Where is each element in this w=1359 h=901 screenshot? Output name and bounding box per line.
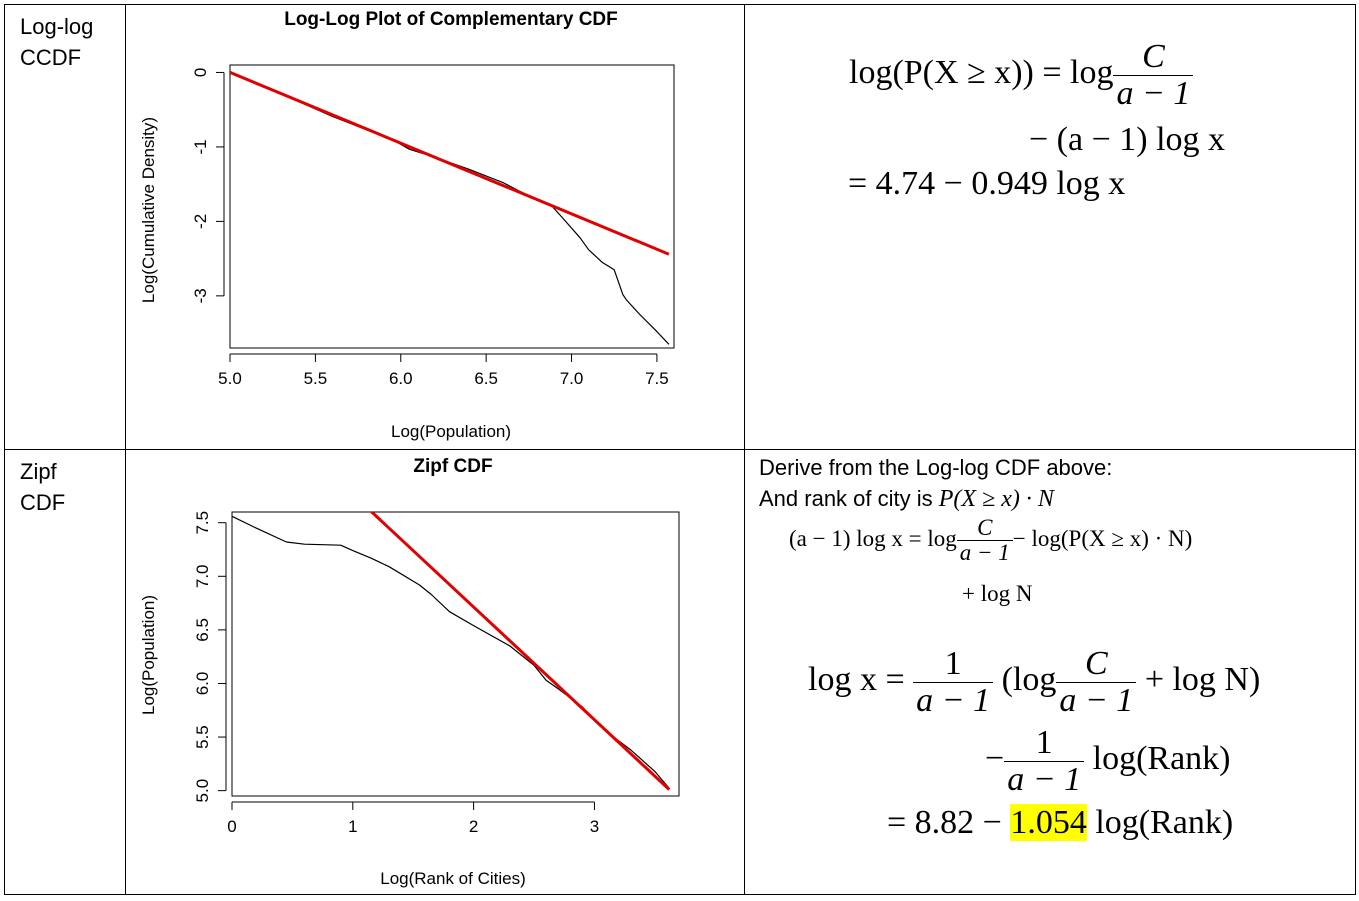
chart-title: Zipf CDF <box>413 456 492 477</box>
table-row: Log-log CCDF Log-Log Plot of Complementar… <box>4 4 1356 450</box>
x-tick-label: 7.0 <box>560 369 584 388</box>
x-tick-label: 5.5 <box>304 369 328 388</box>
formula-line3: = 4.74 − 0.949 log x <box>848 165 1126 202</box>
plot-frame <box>229 64 675 349</box>
row-label-line2: CCDF <box>20 45 82 70</box>
row-label-line2: CDF <box>20 490 66 515</box>
chart-cell: Log-Log Plot of Complementary CDF 5.0 5.5 6… <box>125 4 745 450</box>
table-row: Zipf CDF Zipf CDF 0 1 2 3 Log(Rank of Cities) 5… <box>4 449 1356 895</box>
y-tick-label: 6.0 <box>193 672 212 696</box>
x-axis-label: Log(Rank of Cities) <box>380 869 526 888</box>
derive-intro-line1: Derive from the Log-log CDF above: <box>759 455 1113 480</box>
formula-line3: −1 a − 1 log(Rank) <box>985 724 1231 798</box>
y-tick-label: 5.0 <box>193 779 212 803</box>
x-tick-label: 5.0 <box>218 369 242 388</box>
ccdf-chart: Log-Log Plot of Complementary CDF 5.0 5.5 6… <box>139 9 675 441</box>
zipf-chart: Zipf CDF 0 1 2 3 Log(Rank of Cities) 5.0 5.5 6.0… <box>139 456 680 888</box>
row-label-line1: Log-log <box>20 14 94 39</box>
y-tick-label: 6.5 <box>193 618 212 642</box>
formula-line2: − (a − 1) log x <box>1029 121 1226 158</box>
formula-cell: Derive from the Log-log CDF above: And r… <box>744 449 1356 895</box>
data-line <box>232 515 670 789</box>
y-tick-label: -2 <box>191 214 210 229</box>
comparison-table: Log-log CCDF Log-Log Plot of Complementar… <box>4 4 1356 895</box>
x-tick-label: 0 <box>227 817 236 836</box>
x-tick-label: 6.5 <box>474 369 498 388</box>
x-tick-label: 1 <box>348 817 357 836</box>
chart-cell: Zipf CDF 0 1 2 3 Log(Rank of Cities) 5.0 5.5 6.0… <box>125 449 745 895</box>
y-tick-label: -3 <box>191 288 210 303</box>
highlighted-coefficient: 1.054 <box>1010 804 1087 841</box>
x-axis-label: Log(Population) <box>391 422 511 441</box>
formula-line1-cont: + log N <box>962 581 1033 606</box>
row-label-line1: Zipf <box>20 459 57 484</box>
y-axis-label: Log(Population) <box>139 595 158 715</box>
plot-frame <box>231 511 680 797</box>
fit-line <box>369 512 671 791</box>
y-tick-label: 7.0 <box>193 564 212 588</box>
chart-title: Log-Log Plot of Complementary CDF <box>284 9 618 30</box>
x-tick-label: 6.0 <box>389 369 413 388</box>
y-axis-label: Log(Cumulative Density) <box>139 117 158 303</box>
y-tick-label: -1 <box>191 139 210 154</box>
y-tick-label: 0 <box>191 68 210 77</box>
x-tick-label: 2 <box>469 817 478 836</box>
x-tick-label: 3 <box>590 817 599 836</box>
y-tick-label: 7.5 <box>193 511 212 535</box>
data-line <box>230 71 670 345</box>
row-label-cell: Log-log CCDF <box>4 4 126 450</box>
x-tick-label: 7.5 <box>645 369 669 388</box>
y-tick-label: 5.5 <box>193 725 212 749</box>
row-label-cell: Zipf CDF <box>4 449 126 895</box>
formula-line4: = 8.82 − 1.054 log(Rank) <box>887 804 1234 841</box>
fit-line <box>230 71 670 256</box>
derive-intro-line2: And rank of city is P(X ≥ x) · N <box>759 486 1054 512</box>
